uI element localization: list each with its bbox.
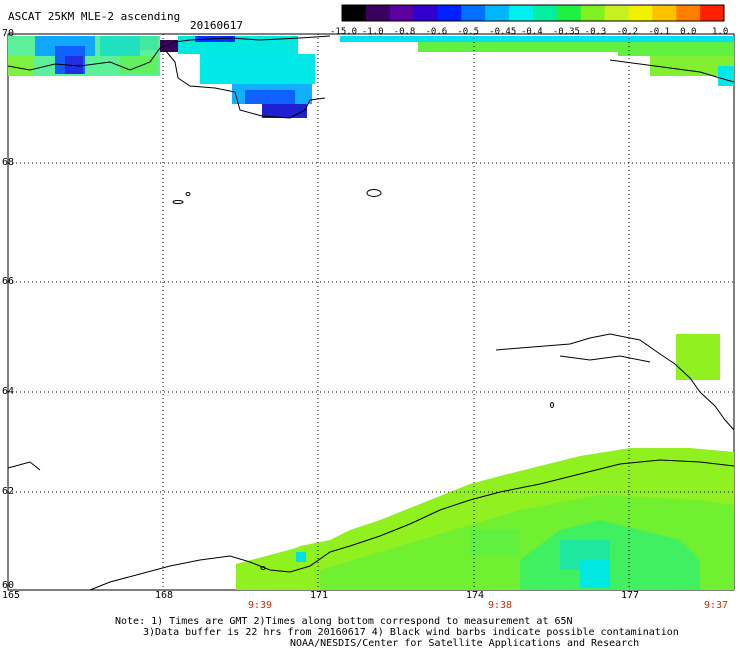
islands xyxy=(172,189,554,570)
time-label-1: 9:39 xyxy=(248,600,273,611)
colorbar-label: 1.0 xyxy=(712,27,729,37)
colorbar-swatch xyxy=(342,5,367,21)
colorbar-label: -0.35 xyxy=(552,27,580,37)
colorbar-label: 0.0 xyxy=(680,27,697,37)
lon-label-165: 165 xyxy=(2,590,21,601)
colorbar-swatch xyxy=(604,5,629,21)
lat-label-68: 68 xyxy=(2,157,15,168)
colorbar-label: -0.6 xyxy=(425,27,448,37)
data-swath-bottom xyxy=(236,448,734,590)
colorbar-label: -0.8 xyxy=(393,27,416,37)
colorbar-swatch xyxy=(580,5,606,21)
colorbar-label: -1.0 xyxy=(361,27,384,37)
map-title: ASCAT 25KM MLE-2 ascending xyxy=(8,10,181,23)
colorbar-swatch xyxy=(365,5,391,21)
note-line-1: Note: 1) Times are GMT 2)Times along bot… xyxy=(115,616,573,627)
colorbar-swatch xyxy=(556,5,582,21)
colorbar-label: -0.4 xyxy=(521,27,543,37)
coastlines xyxy=(7,35,735,591)
lat-label-62: 62 xyxy=(2,486,15,497)
colorbar-label: -15.0 xyxy=(330,27,358,37)
lat-label-66: 66 xyxy=(2,276,15,287)
colorbar-swatch xyxy=(533,5,558,21)
data-tiles-top-right xyxy=(340,36,734,86)
colorbar-swatch xyxy=(413,5,438,21)
lon-label-168: 168 xyxy=(155,590,174,601)
colorbar-swatch xyxy=(437,5,462,21)
colorbar-label: -0.2 xyxy=(616,27,639,37)
lat-label-60: 60 xyxy=(2,580,15,591)
colorbar-swatch xyxy=(389,5,415,21)
colorbar-swatch xyxy=(700,5,725,21)
lat-label-64: 64 xyxy=(2,386,15,397)
graticule xyxy=(8,34,734,590)
data-tile-mid-right xyxy=(676,334,720,380)
colorbar-swatch xyxy=(461,5,486,21)
colorbar-label: -0.45 xyxy=(489,27,517,37)
colorbar-swatch xyxy=(676,5,701,21)
note-line-2: 3)Data buffer is 22 hrs from 20160617 4)… xyxy=(143,627,679,638)
lon-label-174: 174 xyxy=(466,590,485,601)
time-label-2: 9:38 xyxy=(488,600,513,611)
data-tiles-top-left xyxy=(8,36,315,118)
lon-label-171: 171 xyxy=(310,590,329,601)
colorbar xyxy=(341,4,725,22)
colorbar-swatch xyxy=(485,5,510,21)
time-label-3: 9:37 xyxy=(704,600,729,611)
colorbar-swatch xyxy=(628,5,653,21)
lat-label-70: 70 xyxy=(2,28,15,39)
map-date: 20160617 xyxy=(190,19,243,32)
lon-label-177: 177 xyxy=(621,590,640,601)
colorbar-label: -0.1 xyxy=(648,27,671,37)
colorbar-swatch xyxy=(509,5,534,21)
colorbar-label: -0.3 xyxy=(584,27,607,37)
note-line-3: NOAA/NESDIS/Center for Satellite Applica… xyxy=(290,638,640,649)
colorbar-swatch xyxy=(652,5,677,21)
colorbar-label: -0.5 xyxy=(457,27,480,37)
